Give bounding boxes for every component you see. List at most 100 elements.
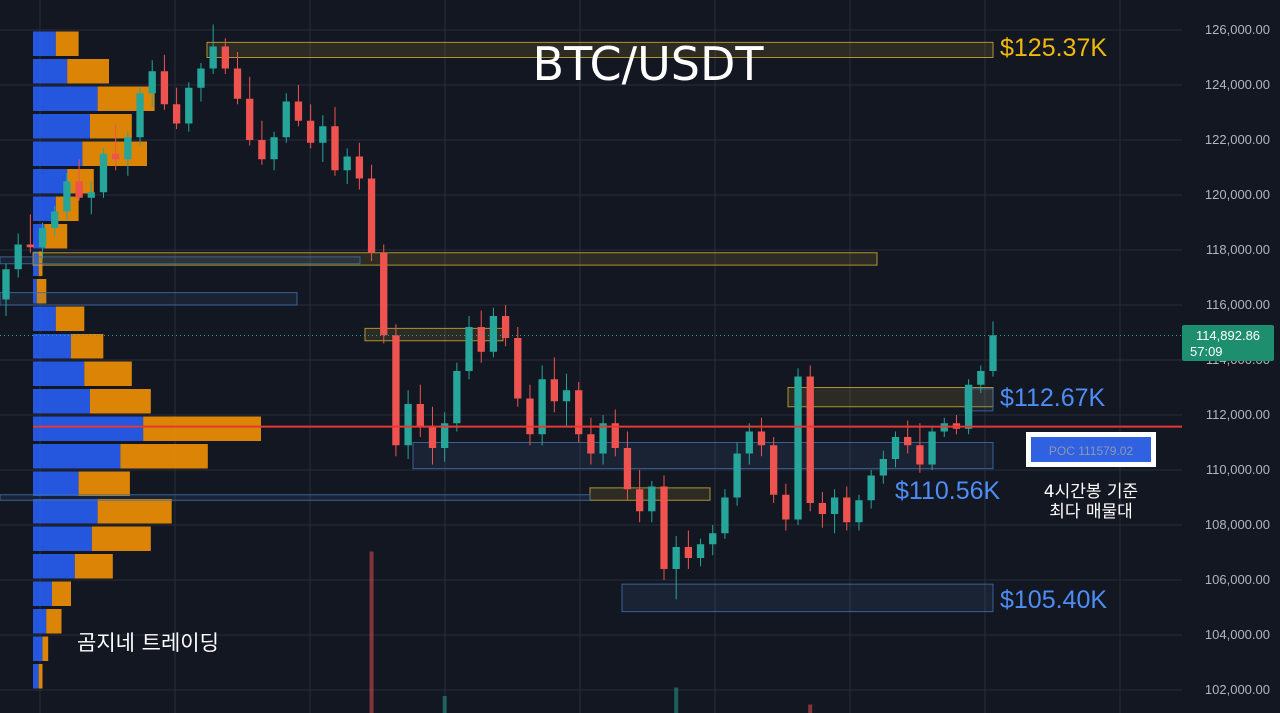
candle [63,173,71,220]
price-axis[interactable]: 126,000.00 124,000.00 122,000.00 120,000.00… [1205,22,1270,697]
candle-body [233,68,242,99]
candle [2,263,10,316]
candle [404,390,412,459]
vp-sell-bar [78,471,130,496]
candle [319,115,327,162]
candle [453,362,461,432]
current-price-label: 114,892.86 [1196,328,1260,343]
candle [112,123,120,171]
candle-body [489,316,498,352]
candle [855,494,863,531]
vp-buy-bar [33,416,144,441]
vp-sell-bar [84,361,132,386]
candle-body [891,437,900,459]
candle-body [855,500,863,523]
vp-sell-bar [36,279,47,304]
current-price-badge-bg [1182,325,1274,361]
volume-bar [369,551,374,713]
candle-body [148,71,156,94]
candle [745,423,753,465]
candle-body [623,448,632,490]
level-label-110k: $110.56K [895,477,1001,505]
candle [514,327,522,407]
candle-body [514,338,522,399]
poc-note-line2: 최다 매물대 [1049,502,1133,522]
vp-buy-bar [33,526,92,551]
current-price-badge: 114,892.86 57:09 [1182,325,1274,361]
price-zones [0,41,994,613]
candle [233,52,242,105]
vp-buy-bar [33,444,121,469]
candle [599,415,607,465]
candle [331,107,339,176]
vp-sell-bar [90,389,151,414]
vp-buy-bar [33,554,75,579]
vp-sell-bar [46,609,62,634]
candle-body [989,335,997,371]
price-tick-label: 126,000.00 [1205,22,1270,37]
price-tick-label: 120,000.00 [1205,187,1270,202]
candle [964,379,973,435]
candle [989,321,997,377]
price-zone [412,442,994,470]
overlay-lines [0,334,1182,428]
volume-bar [442,696,447,713]
candle [879,450,887,484]
candle-body [867,475,875,501]
volume-bar [674,687,679,713]
price-zone [621,583,994,613]
candle [246,76,254,146]
candle-body [343,156,351,171]
price-tick-label: 108,000.00 [1205,517,1270,532]
price-tick-label: 118,000.00 [1206,242,1270,257]
vp-sell-bar [42,636,49,661]
vp-buy-bar [33,361,85,386]
candle-body [367,178,376,253]
candle-body [294,101,303,121]
candle-body [806,376,814,503]
candle [392,324,400,457]
candle [477,310,485,363]
vp-buy-bar [33,664,39,689]
price-zone [206,41,994,58]
vp-sell-bar [52,581,71,606]
candle-body [51,211,59,228]
candle-body [916,445,924,465]
price-zone [0,256,361,265]
candle [928,426,936,470]
candle-body [660,486,668,569]
candle-body [465,327,473,371]
candle-body [331,126,339,171]
candle [148,60,156,107]
candle-body [14,244,22,270]
price-tick-label: 116,000.00 [1206,297,1270,312]
price-tick-label: 122,000.00 [1205,132,1270,147]
candle [562,373,571,426]
candle-body [306,120,315,143]
vp-buy-bar [33,114,90,139]
candle [355,142,364,190]
vp-buy-bar [33,636,43,661]
candle-body [355,156,364,179]
volume-profile [33,31,261,689]
candle [136,87,144,146]
candle-body [270,137,278,160]
candle [550,357,558,413]
price-tick-label: 104,000.00 [1205,627,1270,642]
candle [416,384,424,437]
vp-buy-bar [33,389,90,414]
candle-body [648,486,656,512]
candle-body [2,269,10,300]
candle-body [112,153,120,160]
candle-body [136,93,144,138]
candle [26,214,35,253]
candle-body [75,181,83,198]
level-label-125k: $125.37K [1000,34,1107,62]
vp-buy-bar [33,279,37,304]
candle [14,233,22,278]
candle [916,423,924,473]
vp-buy-bar [33,141,83,166]
vp-buy-bar [33,169,68,194]
